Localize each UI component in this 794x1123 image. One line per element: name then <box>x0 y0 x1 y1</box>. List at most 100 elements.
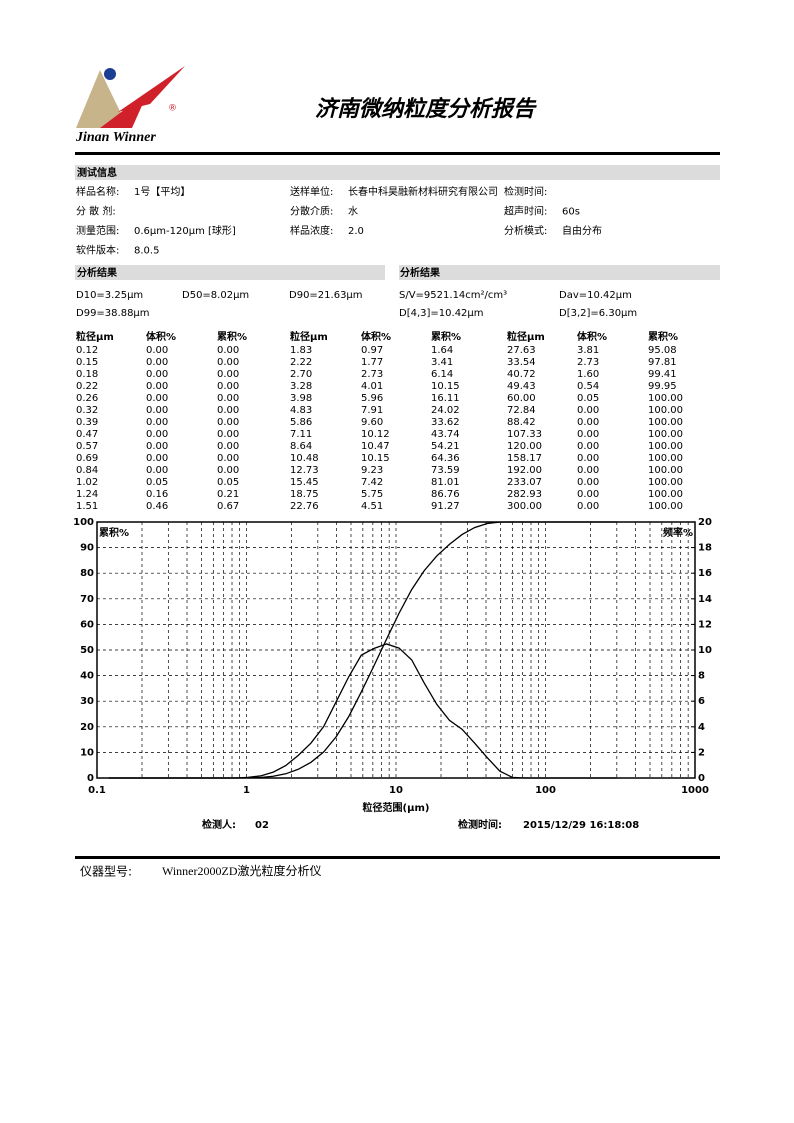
y2-tick-label: 8 <box>698 671 705 682</box>
table-cell: 0.32 <box>76 405 98 416</box>
table-cell: 1.24 <box>76 489 98 500</box>
time-label: 检测时间: <box>458 818 502 831</box>
table-cell: 0.00 <box>577 489 599 500</box>
x-tick-label: 10 <box>389 785 403 796</box>
y2-tick-label: 4 <box>698 722 705 733</box>
field-label: 样品浓度: <box>290 224 333 237</box>
table-cell: 24.02 <box>431 405 460 416</box>
y-tick-label: 70 <box>80 594 94 605</box>
table-cell: 233.07 <box>507 477 542 488</box>
table-cell: 107.33 <box>507 429 542 440</box>
section-bar <box>75 265 385 280</box>
y2-tick-label: 14 <box>698 594 712 605</box>
operator-value: 02 <box>255 820 269 831</box>
table-cell: 120.00 <box>507 441 542 452</box>
y-tick-label: 40 <box>80 671 94 682</box>
table-cell: 100.00 <box>648 501 683 512</box>
instrument-label: 仪器型号: <box>80 865 132 879</box>
y2-tick-label: 6 <box>698 696 705 707</box>
field-value: 自由分布 <box>562 224 602 237</box>
table-cell: 7.11 <box>290 429 312 440</box>
table-cell: 99.41 <box>648 369 677 380</box>
table-cell: 0.00 <box>217 345 239 356</box>
table-cell: 0.00 <box>577 429 599 440</box>
table-cell: 1.60 <box>577 369 599 380</box>
table-cell: 0.00 <box>577 405 599 416</box>
instrument-value: Winner2000ZD激光粒度分析仪 <box>162 863 322 878</box>
table-header: 累积% <box>648 330 678 343</box>
y2-tick-label: 10 <box>698 645 712 656</box>
table-cell: 81.01 <box>431 477 460 488</box>
field-label: 软件版本: <box>76 244 119 257</box>
table-cell: 91.27 <box>431 501 460 512</box>
registered-mark: ® <box>168 104 177 114</box>
table-cell: 0.00 <box>146 381 168 392</box>
x-tick-label: 1000 <box>681 785 709 796</box>
table-cell: 40.72 <box>507 369 536 380</box>
table-cell: 192.00 <box>507 465 542 476</box>
field-value: 1号【平均】 <box>134 186 190 198</box>
table-cell: 4.51 <box>361 501 383 512</box>
table-cell: 43.74 <box>431 429 460 440</box>
table-cell: 0.97 <box>361 345 383 356</box>
y-axis-label: 累积% <box>99 526 129 539</box>
table-cell: 0.00 <box>146 345 168 356</box>
table-cell: 0.54 <box>577 381 599 392</box>
result: D99=38.88μm <box>76 308 150 319</box>
table-cell: 0.00 <box>577 453 599 464</box>
table-cell: 33.54 <box>507 357 536 368</box>
table-cell: 0.05 <box>146 477 168 488</box>
field-value: 水 <box>348 206 358 218</box>
table-cell: 100.00 <box>648 405 683 416</box>
table-cell: 22.76 <box>290 501 319 512</box>
brand: Jinan Winner <box>75 130 156 145</box>
table-cell: 1.83 <box>290 345 312 356</box>
table-cell: 49.43 <box>507 381 536 392</box>
table-cell: 0.22 <box>76 381 98 392</box>
table-cell: 64.36 <box>431 453 460 464</box>
table-cell: 9.23 <box>361 465 383 476</box>
field-label: 分析模式: <box>504 224 547 237</box>
rule <box>75 152 720 155</box>
logo-dot <box>104 68 116 80</box>
table-cell: 0.00 <box>217 393 239 404</box>
table-cell: 0.46 <box>146 501 168 512</box>
table-cell: 0.00 <box>146 441 168 452</box>
field-value: 8.0.5 <box>134 246 159 257</box>
x-tick-label: 0.1 <box>88 785 106 796</box>
table-cell: 0.00 <box>217 369 239 380</box>
y-tick-label: 90 <box>80 543 94 554</box>
table-cell: 0.00 <box>217 441 239 452</box>
table-header: 累积% <box>431 330 461 343</box>
y-tick-label: 50 <box>80 645 94 656</box>
table-cell: 0.00 <box>146 357 168 368</box>
table-cell: 158.17 <box>507 453 542 464</box>
table-cell: 2.73 <box>577 357 599 368</box>
table-header: 粒径μm <box>76 330 114 343</box>
table-cell: 2.22 <box>290 357 312 368</box>
y2-tick-label: 0 <box>698 773 705 784</box>
table-cell: 27.63 <box>507 345 536 356</box>
table-cell: 12.73 <box>290 465 319 476</box>
x-axis-label: 粒径范围(μm) <box>363 801 430 814</box>
table-cell: 1.02 <box>76 477 98 488</box>
section-bar <box>399 265 720 280</box>
table-cell: 0.00 <box>217 405 239 416</box>
table-cell: 0.00 <box>577 417 599 428</box>
field-label: 检测时间: <box>504 185 547 198</box>
result: D[3,2]=6.30μm <box>559 308 637 319</box>
table-cell: 3.81 <box>577 345 599 356</box>
table-header: 粒径μm <box>290 330 328 343</box>
table-cell: 0.57 <box>76 441 98 452</box>
field-label: 样品名称: <box>76 185 119 198</box>
section-heading: 分析结果 <box>400 266 441 279</box>
table-header: 累积% <box>217 330 247 343</box>
table-cell: 0.00 <box>146 393 168 404</box>
table-cell: 0.05 <box>577 393 599 404</box>
table-header: 体积% <box>146 330 176 343</box>
field-value: 2.0 <box>348 226 364 237</box>
table-cell: 5.75 <box>361 489 383 500</box>
table-cell: 3.98 <box>290 393 312 404</box>
table-cell: 300.00 <box>507 501 542 512</box>
